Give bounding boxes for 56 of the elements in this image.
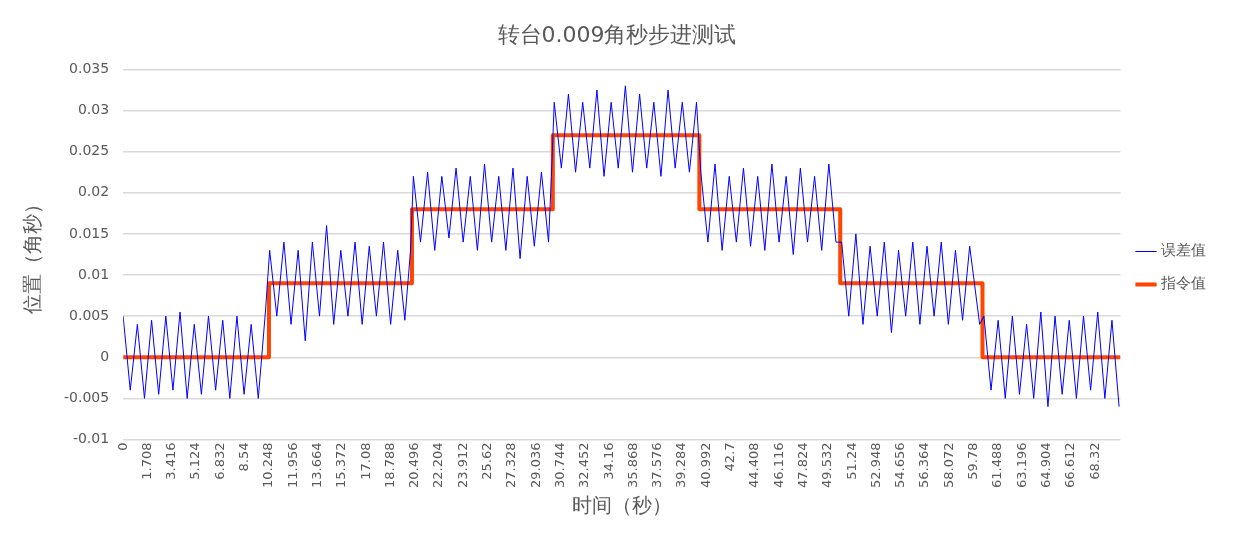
- x-tick-label: 44.408: [746, 442, 762, 489]
- x-tick-label: 40.992: [697, 442, 713, 489]
- x-tick-label: 39.284: [673, 442, 689, 489]
- x-tick-label: 13.664: [308, 442, 324, 489]
- x-tick-label: 23.912: [454, 442, 470, 489]
- y-tick-label: 0.035: [69, 60, 110, 77]
- y-axis-title: 位置（角秒）: [20, 194, 45, 315]
- y-tick-label: 0: [100, 347, 110, 364]
- x-tick-label: 46.116: [770, 442, 786, 489]
- legend-label: 指令值: [1160, 274, 1206, 293]
- x-tick-label: 42.7: [722, 442, 738, 472]
- x-tick-label: 61.488: [989, 442, 1005, 489]
- x-tick-label: 29.036: [527, 442, 543, 489]
- x-tick-label: 17.08: [357, 442, 373, 480]
- x-tick-label: 35.868: [624, 442, 640, 489]
- x-tick-label: 15.372: [333, 442, 349, 489]
- x-tick-label: 0: [114, 442, 130, 451]
- x-axis-title: 时间（秒）: [571, 493, 672, 518]
- x-tick-label: 54.656: [892, 442, 908, 489]
- x-tick-label: 68.32: [1086, 442, 1102, 480]
- legend-label: 误差值: [1161, 241, 1206, 260]
- y-tick-label: -0.005: [63, 389, 110, 406]
- y-tick-label: -0.01: [72, 430, 110, 447]
- x-tick-label: 59.78: [965, 442, 981, 480]
- x-tick-label: 3.416: [163, 442, 179, 480]
- y-tick-label: 0.025: [69, 142, 110, 159]
- x-tick-label: 5.124: [187, 442, 203, 480]
- x-tick-label: 49.532: [819, 442, 835, 489]
- y-tick-label: 0.02: [77, 183, 110, 200]
- x-tick-label: 56.364: [916, 442, 932, 489]
- x-tick-label: 37.576: [649, 442, 665, 489]
- x-tick-label: 6.832: [211, 442, 227, 480]
- x-tick-label: 64.904: [1037, 442, 1053, 489]
- x-tick-label: 66.612: [1062, 442, 1078, 489]
- x-tick-label: 22.204: [430, 442, 446, 489]
- x-tick-label: 30.744: [551, 442, 567, 489]
- x-tick-label: 8.54: [236, 442, 252, 472]
- chart-title: 转台0.009角秒步进测试: [497, 21, 737, 47]
- y-tick-label: 0.005: [69, 306, 110, 323]
- x-tick-label: 18.788: [381, 442, 397, 489]
- x-tick-label: 58.072: [940, 442, 956, 489]
- x-tick-label: 32.452: [576, 442, 592, 489]
- x-tick-label: 47.824: [794, 442, 810, 489]
- x-tick-label: 52.948: [867, 442, 883, 489]
- x-tick-label: 63.196: [1013, 442, 1029, 489]
- y-tick-label: 0.03: [77, 101, 110, 118]
- x-tick-label: 51.24: [843, 442, 859, 480]
- y-tick-label: 0.01: [77, 265, 110, 282]
- x-tick-label: 25.62: [479, 442, 495, 480]
- x-tick-label: 34.16: [600, 442, 616, 480]
- x-tick-label: 20.496: [406, 442, 422, 489]
- x-tick-label: 1.708: [138, 442, 154, 480]
- x-tick-label: 27.328: [503, 442, 519, 489]
- x-tick-label: 10.248: [260, 442, 276, 489]
- y-tick-label: 0.015: [69, 224, 110, 241]
- x-tick-label: 11.956: [284, 442, 300, 489]
